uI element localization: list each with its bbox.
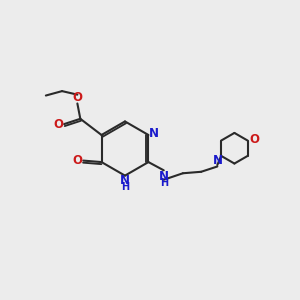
Text: O: O [72,91,82,104]
Text: H: H [160,178,168,188]
Text: O: O [72,154,82,167]
Text: N: N [159,170,169,183]
Text: N: N [120,174,130,188]
Text: O: O [54,118,64,130]
Text: N: N [213,154,223,167]
Text: N: N [149,127,159,140]
Text: H: H [121,182,129,192]
Text: O: O [249,134,259,146]
